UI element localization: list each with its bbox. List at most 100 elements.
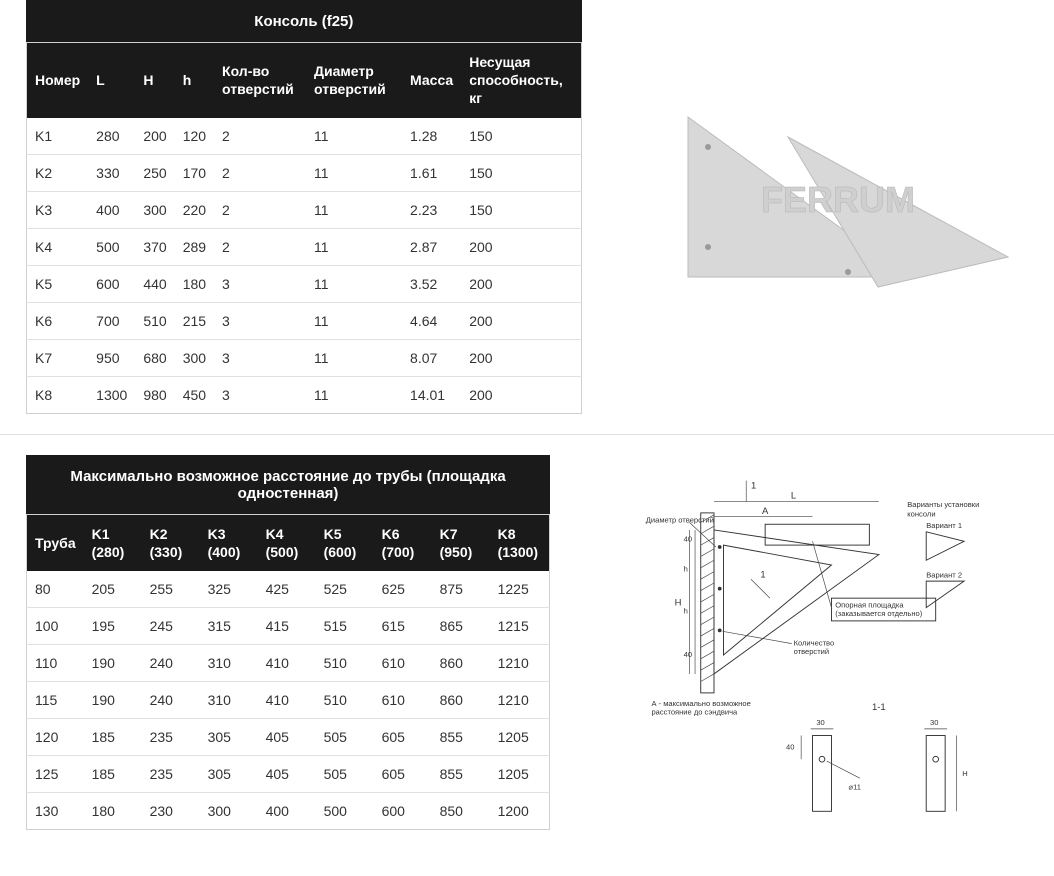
table1-cell: 700 xyxy=(88,302,135,339)
table1-col-1: L xyxy=(88,43,135,118)
table1-cell: 2.23 xyxy=(402,191,461,228)
table2-cell: 180 xyxy=(84,792,142,829)
table2-cell: 240 xyxy=(142,644,200,681)
table1-cell: 330 xyxy=(88,154,135,191)
table1-cell: 3 xyxy=(214,302,306,339)
product-photo-area: FERRUM xyxy=(622,0,1054,414)
table1-col-5: Диаметротверстий xyxy=(306,43,402,118)
table1-cell: 1.61 xyxy=(402,154,461,191)
table2-cell: 410 xyxy=(258,681,316,718)
dim-A: A xyxy=(762,505,769,516)
table2-cell: 500 xyxy=(316,792,374,829)
table1-cell: K1 xyxy=(27,118,89,155)
table2-cell: 80 xyxy=(27,571,84,608)
dim-1a: 1 xyxy=(751,480,756,491)
table1-cell: 980 xyxy=(135,376,174,413)
table1-cell: 250 xyxy=(135,154,174,191)
table1-cell: 3 xyxy=(214,265,306,302)
dim-d11: ⌀11 xyxy=(849,782,861,791)
table1-row: K79506803003118.07200 xyxy=(27,339,582,376)
table1-cell: 400 xyxy=(88,191,135,228)
table1-cell: 11 xyxy=(306,191,402,228)
table1-cell: 450 xyxy=(175,376,214,413)
table1-cell: K7 xyxy=(27,339,89,376)
table2-col-1: K1(280) xyxy=(84,514,142,571)
table2-row: 1001952453154155156158651215 xyxy=(27,607,550,644)
dim-40c: 40 xyxy=(786,742,794,751)
table1-cell: 370 xyxy=(135,228,174,265)
table1-cell: 8.07 xyxy=(402,339,461,376)
table2-col-2: K2(330) xyxy=(142,514,200,571)
table2-cell: 860 xyxy=(432,644,490,681)
table1-cell: 289 xyxy=(175,228,214,265)
table2-cell: 855 xyxy=(432,755,490,792)
table2-row: 1101902403104105106108601210 xyxy=(27,644,550,681)
table1-row: K67005102153114.64200 xyxy=(27,302,582,339)
table1-cell: 3 xyxy=(214,339,306,376)
table2-row: 1201852353054055056058551205 xyxy=(27,718,550,755)
table2-col-0: Труба xyxy=(27,514,84,571)
table2-header-row: ТрубаK1(280)K2(330)K3(400)K4(500)K5(600)… xyxy=(27,514,550,571)
section-console: Консоль (f25) НомерLHhКол-воотверстийДиа… xyxy=(0,0,1054,435)
table2-cell: 115 xyxy=(27,681,84,718)
table1-cell: 220 xyxy=(175,191,214,228)
table2-cell: 235 xyxy=(142,718,200,755)
table1-row: K12802001202111.28150 xyxy=(27,118,582,155)
table2-cell: 510 xyxy=(316,644,374,681)
table2-cell: 1205 xyxy=(490,718,550,755)
table2-cell: 400 xyxy=(258,792,316,829)
table1-cell: K2 xyxy=(27,154,89,191)
table1-cell: 150 xyxy=(461,154,581,191)
table2-row: 1151902403104105106108601210 xyxy=(27,681,550,718)
table2-row: 802052553254255256258751225 xyxy=(27,571,550,608)
table2-cell: 510 xyxy=(316,681,374,718)
table2-cell: 505 xyxy=(316,718,374,755)
table1-cell: 2 xyxy=(214,154,306,191)
table2-cell: 600 xyxy=(374,792,432,829)
table2-cell: 615 xyxy=(374,607,432,644)
table2-wrap: Максимально возможное расстояние до труб… xyxy=(26,455,550,836)
table2-cell: 1200 xyxy=(490,792,550,829)
table1-cell: 280 xyxy=(88,118,135,155)
table1-col-6: Масса xyxy=(402,43,461,118)
table1-cell: 2 xyxy=(214,191,306,228)
table1-cell: K6 xyxy=(27,302,89,339)
label-variants: Варианты установки консоли xyxy=(907,500,981,518)
table1-cell: 14.01 xyxy=(402,376,461,413)
table2-cell: 1210 xyxy=(490,681,550,718)
table1-wrap: Консоль (f25) НомерLHhКол-воотверстийДиа… xyxy=(26,0,582,414)
table2-cell: 190 xyxy=(84,644,142,681)
table1-cell: 11 xyxy=(306,154,402,191)
table2-cell: 1225 xyxy=(490,571,550,608)
table2-cell: 325 xyxy=(200,571,258,608)
table1-cell: 200 xyxy=(135,118,174,155)
table2-cell: 605 xyxy=(374,755,432,792)
table2-cell: 850 xyxy=(432,792,490,829)
table-console: Консоль (f25) НомерLHhКол-воотверстийДиа… xyxy=(26,0,582,414)
table2-cell: 505 xyxy=(316,755,374,792)
table2-cell: 515 xyxy=(316,607,374,644)
table2-cell: 305 xyxy=(200,718,258,755)
table2-col-5: K5(600) xyxy=(316,514,374,571)
table1-cell: 200 xyxy=(461,302,581,339)
table1-col-7: Несущаяспособность, кг xyxy=(461,43,581,118)
table2-cell: 1215 xyxy=(490,607,550,644)
dim-H2: H xyxy=(962,769,967,778)
watermark-text: FERRUM xyxy=(761,179,915,220)
table2-cell: 625 xyxy=(374,571,432,608)
table1-cell: K8 xyxy=(27,376,89,413)
table1-header-row: НомерLHhКол-воотверстийДиаметротверстийМ… xyxy=(27,43,582,118)
table2-cell: 1210 xyxy=(490,644,550,681)
table1-cell: 600 xyxy=(88,265,135,302)
table2-cell: 310 xyxy=(200,644,258,681)
table1-cell: 150 xyxy=(461,191,581,228)
table1-cell: 500 xyxy=(88,228,135,265)
label-maxdist: А - максимально возможное расстояние до … xyxy=(652,699,753,717)
label-section: 1-1 xyxy=(872,702,886,713)
table1-cell: 2 xyxy=(214,118,306,155)
table1-cell: K5 xyxy=(27,265,89,302)
table1-cell: 950 xyxy=(88,339,135,376)
table1-cell: 11 xyxy=(306,376,402,413)
table2-cell: 195 xyxy=(84,607,142,644)
table2-col-8: K8(1300) xyxy=(490,514,550,571)
